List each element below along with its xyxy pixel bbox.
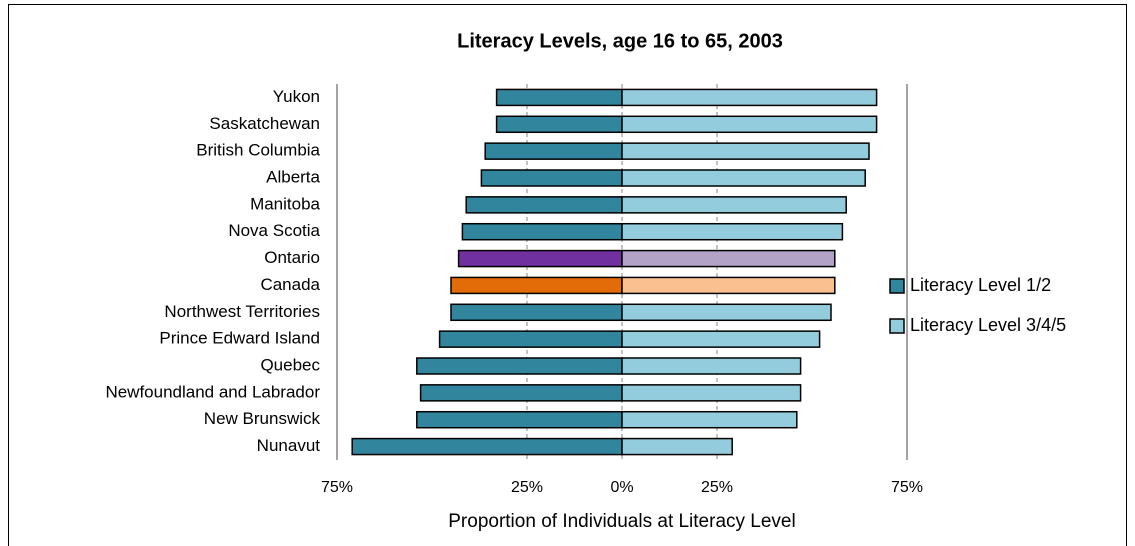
x-tick-label: 75% [321,479,353,496]
y-tick-label: Canada [260,275,320,294]
bar [621,357,802,375]
bar [416,357,623,375]
y-tick-label: Quebec [260,355,320,374]
x-tick-label: 0% [610,479,633,496]
x-tick-label: 75% [891,479,923,496]
y-tick-label: New Brunswick [204,409,321,428]
bar [438,330,623,348]
bar [457,249,623,268]
bar [621,410,798,429]
y-tick-label: Alberta [266,167,320,186]
bar [621,384,802,402]
y-tick-label: British Columbia [196,141,320,160]
bar [621,142,870,160]
y-tick-label: Nova Scotia [228,221,320,240]
y-tick-label: Newfoundland and Labrador [105,382,320,401]
legend-swatch [889,318,905,334]
legend-swatch [889,278,905,294]
bar [621,303,832,322]
bar [621,88,878,107]
bar [621,196,847,214]
bar [461,222,623,241]
legend-label: Literacy Level 1/2 [910,275,1051,295]
bar [495,88,623,107]
bar [416,410,623,429]
bar [621,437,733,456]
x-tick-label: 25% [511,479,543,496]
bar [480,169,623,187]
bar [621,169,866,187]
bar [351,437,623,456]
bar [450,276,623,295]
bar [465,196,623,214]
y-tick-label: Northwest Territories [164,302,320,321]
y-tick-label: Prince Edward Island [159,329,320,348]
x-tick-label: 25% [701,479,733,496]
bar [419,384,623,402]
bar [621,249,836,268]
bar [484,142,623,160]
bar [621,222,844,241]
y-tick-label: Nunavut [257,436,321,455]
y-tick-label: Yukon [273,87,320,106]
bar [621,330,821,348]
bar [621,276,836,295]
y-tick-label: Saskatchewan [209,114,320,133]
y-tick-label: Manitoba [250,194,320,213]
y-tick-label: Ontario [264,248,320,267]
bar [621,115,878,134]
bar [495,115,623,134]
legend-label: Literacy Level 3/4/5 [910,315,1066,335]
x-axis-title: Proportion of Individuals at Literacy Le… [448,511,795,532]
chart-title: Literacy Levels, age 16 to 65, 2003 [457,30,783,52]
bar [450,303,623,322]
